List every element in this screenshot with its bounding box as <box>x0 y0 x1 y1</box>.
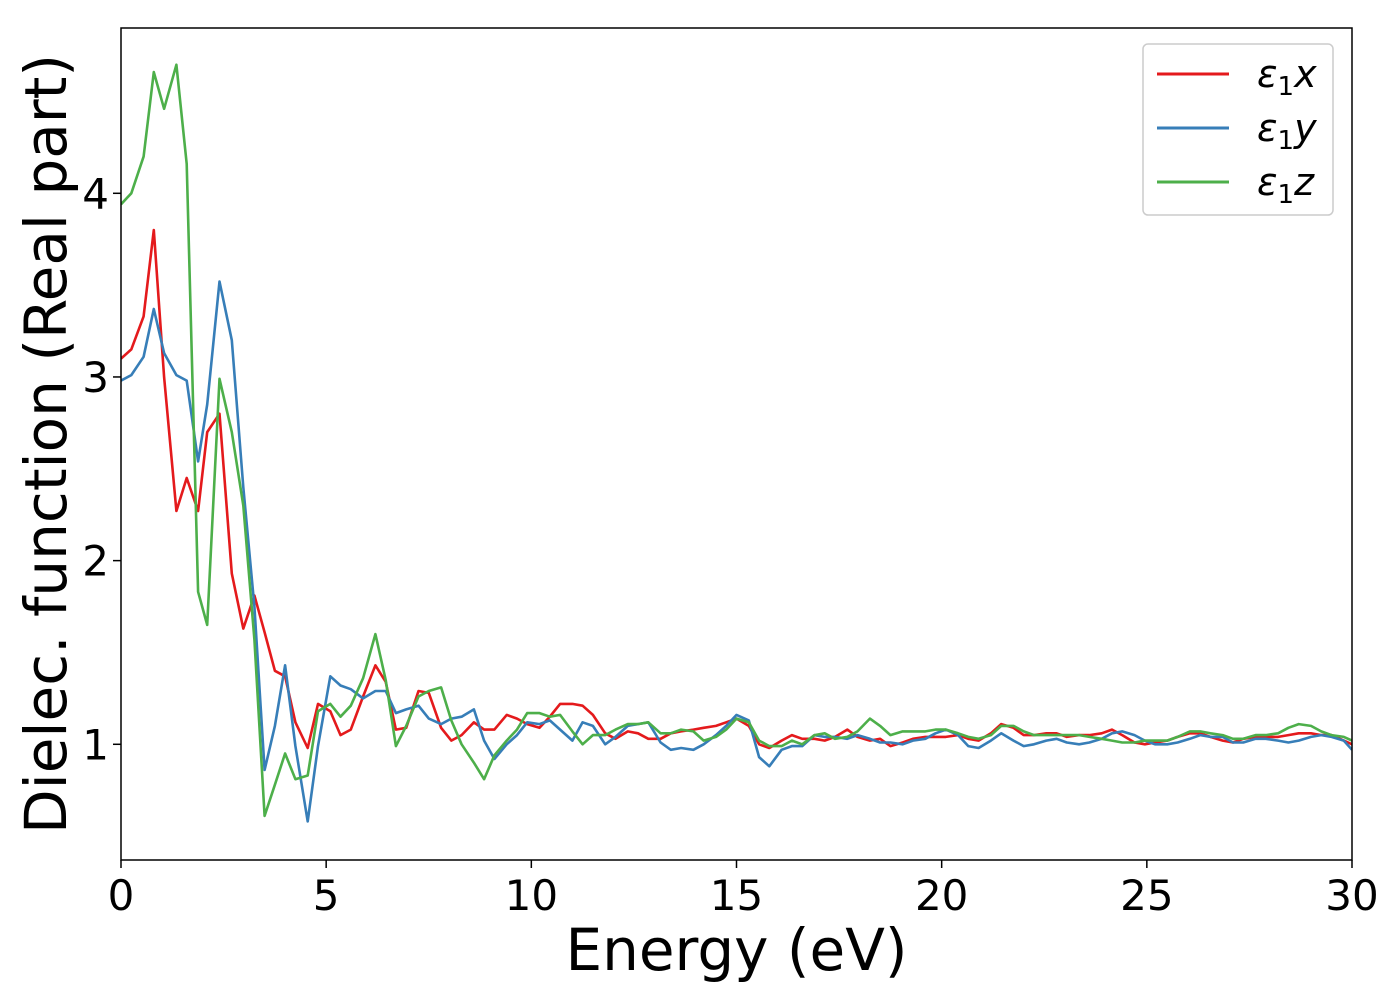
x-tick-label: 30 <box>1325 871 1378 920</box>
x-tick-label: 10 <box>505 871 558 920</box>
x-tick-label: 15 <box>710 871 763 920</box>
y-tick-label: 1 <box>82 720 109 769</box>
y-axis-ticks: 1 2 3 4 <box>82 169 121 769</box>
x-tick-label: 25 <box>1120 871 1173 920</box>
x-tick-label: 0 <box>108 871 135 920</box>
legend-label-z: ε1z <box>1257 160 1315 210</box>
series-line-z <box>121 63 1352 818</box>
x-axis-title: Energy (eV) <box>565 916 907 984</box>
legend-box <box>1142 43 1334 216</box>
x-tick-label: 5 <box>313 871 340 920</box>
y-tick-label: 3 <box>82 353 109 402</box>
series-layer <box>121 63 1352 823</box>
y-tick-label: 2 <box>82 537 109 586</box>
y-axis-title: Dielec. function (Real part) <box>12 54 80 834</box>
legend-label-x: ε1x <box>1257 52 1317 102</box>
y-tick-label: 4 <box>82 169 109 218</box>
x-axis-ticks: 0 5 10 15 20 25 30 <box>108 860 1379 920</box>
x-tick-label: 20 <box>915 871 968 920</box>
legend-label-y: ε1y <box>1257 106 1317 156</box>
